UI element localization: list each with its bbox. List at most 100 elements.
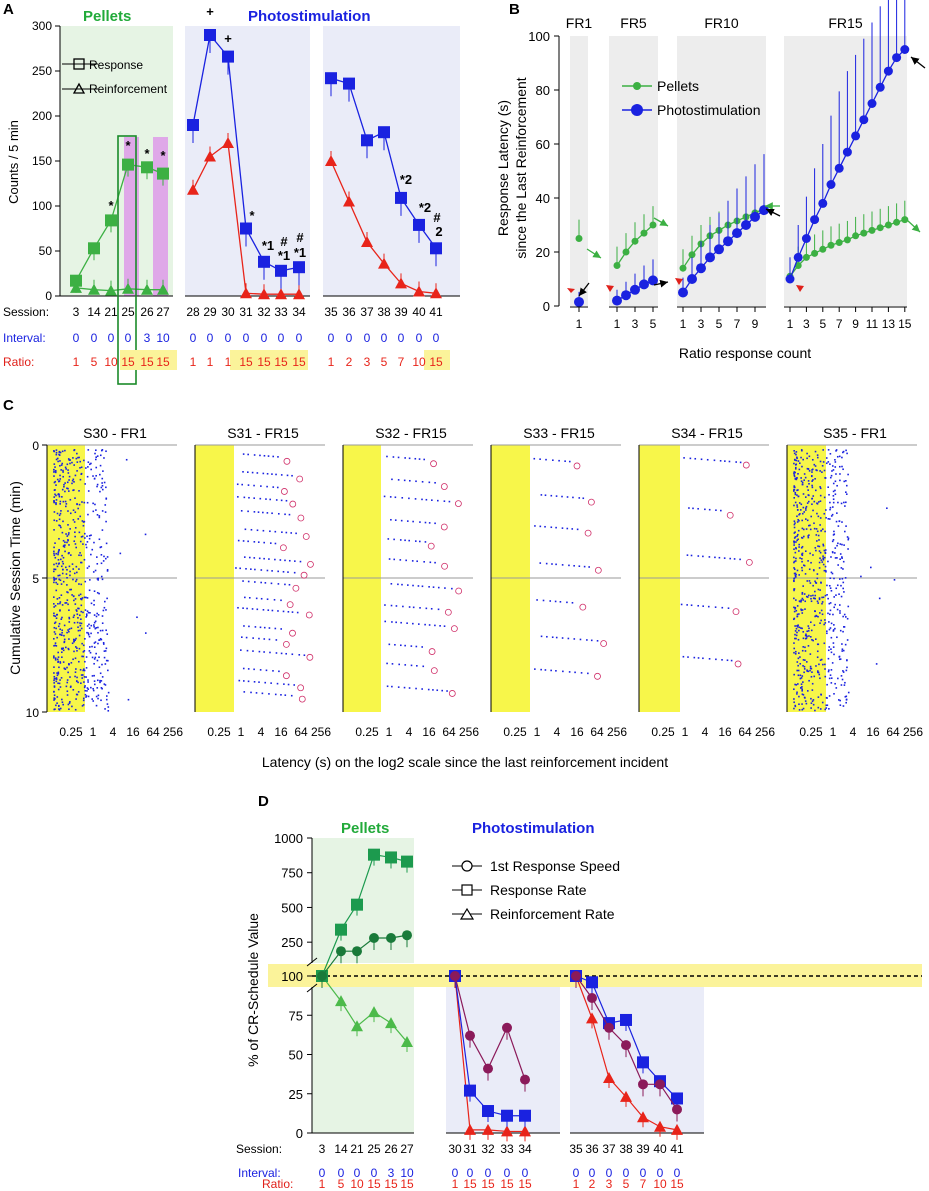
dot bbox=[55, 503, 57, 506]
dot bbox=[53, 656, 55, 659]
dot bbox=[799, 662, 802, 665]
dot bbox=[819, 524, 821, 526]
subpanel-bg-FR15 bbox=[784, 36, 907, 306]
dot bbox=[392, 456, 395, 458]
photo-point-3-2 bbox=[801, 234, 811, 243]
row-label-interval: Interval: bbox=[3, 331, 46, 345]
annotation-0: * bbox=[108, 198, 114, 213]
dot bbox=[62, 500, 65, 503]
dot bbox=[800, 627, 802, 629]
x-tick-label-0-2: 4 bbox=[110, 725, 117, 739]
dot bbox=[267, 455, 270, 457]
y-tick-label-5: 250 bbox=[32, 64, 52, 78]
dot bbox=[119, 552, 122, 555]
dot bbox=[819, 622, 821, 624]
photo_a-speed-point-0 bbox=[450, 971, 460, 981]
dot bbox=[794, 551, 797, 554]
x-tick-label-5-2: 4 bbox=[850, 725, 857, 739]
dot bbox=[424, 623, 426, 626]
dot bbox=[79, 593, 82, 596]
dot bbox=[98, 516, 101, 519]
dot bbox=[846, 659, 848, 662]
reinforcement-circle-icon bbox=[444, 608, 452, 616]
dot bbox=[78, 647, 81, 650]
dot bbox=[78, 583, 80, 585]
dot bbox=[801, 527, 804, 530]
dot bbox=[793, 520, 796, 523]
dot bbox=[75, 565, 78, 568]
dot bbox=[439, 625, 441, 627]
dot bbox=[845, 501, 847, 504]
dot bbox=[534, 525, 536, 527]
dot bbox=[259, 454, 261, 457]
dot bbox=[105, 647, 108, 650]
dot bbox=[54, 493, 56, 496]
photo_b-speed-point-4 bbox=[638, 1079, 648, 1090]
dot bbox=[58, 578, 60, 581]
reinforcement-circle-icon bbox=[440, 523, 448, 531]
dot bbox=[242, 453, 245, 455]
subpanel-bg-FR1 bbox=[570, 36, 588, 306]
dot bbox=[277, 570, 279, 573]
dot bbox=[80, 554, 82, 557]
dot bbox=[98, 592, 100, 595]
dot bbox=[99, 454, 102, 457]
dot bbox=[829, 609, 832, 612]
dot bbox=[415, 645, 418, 648]
dot bbox=[809, 669, 811, 672]
dot bbox=[243, 556, 246, 558]
interval-label-9: 0 bbox=[243, 331, 250, 345]
dot bbox=[886, 507, 888, 510]
session-label-10: 32 bbox=[257, 305, 271, 319]
dot bbox=[558, 459, 560, 462]
interval-label-5: 10 bbox=[156, 331, 170, 345]
dot bbox=[837, 525, 840, 527]
dot bbox=[74, 708, 77, 711]
dot bbox=[57, 552, 60, 554]
dot bbox=[808, 580, 811, 582]
dot bbox=[87, 611, 90, 614]
ratio-highlight-a3 bbox=[230, 350, 308, 370]
ratio-label-3: 15 bbox=[367, 1177, 381, 1191]
photo_b-speed-point-5 bbox=[655, 1079, 665, 1090]
dot bbox=[401, 583, 403, 586]
photo_b-rate-point-4 bbox=[637, 1056, 649, 1069]
dot bbox=[59, 602, 61, 605]
dot bbox=[809, 552, 811, 555]
dot bbox=[63, 546, 66, 548]
dot bbox=[82, 697, 85, 700]
interval-label-19: 0 bbox=[433, 331, 440, 345]
dot bbox=[66, 535, 69, 537]
reinf-point-37 bbox=[361, 236, 373, 247]
ratio-label-13: 3 bbox=[606, 1177, 613, 1191]
dot bbox=[540, 635, 543, 638]
dot bbox=[66, 690, 69, 693]
dot bbox=[71, 705, 73, 708]
dot bbox=[66, 576, 68, 579]
dot bbox=[74, 639, 76, 641]
dot bbox=[795, 547, 798, 550]
dot bbox=[432, 689, 434, 691]
dot bbox=[847, 548, 849, 550]
dot bbox=[815, 615, 818, 617]
dot bbox=[76, 610, 78, 612]
dot bbox=[105, 659, 108, 662]
dot bbox=[808, 524, 810, 527]
dot bbox=[99, 681, 101, 684]
dot bbox=[68, 532, 70, 534]
dot bbox=[101, 477, 104, 480]
dot bbox=[93, 646, 96, 649]
ratio-label-9: 15 bbox=[500, 1177, 514, 1191]
dot bbox=[69, 574, 71, 577]
dot bbox=[60, 594, 63, 597]
dot bbox=[54, 604, 57, 607]
dot bbox=[95, 474, 97, 477]
dot bbox=[823, 642, 826, 645]
dot bbox=[825, 457, 828, 459]
dot bbox=[280, 628, 282, 630]
dot bbox=[822, 449, 824, 451]
dot bbox=[386, 662, 388, 665]
session-label-7: 31 bbox=[463, 1142, 477, 1156]
reinforcement-circle-icon bbox=[594, 672, 601, 680]
